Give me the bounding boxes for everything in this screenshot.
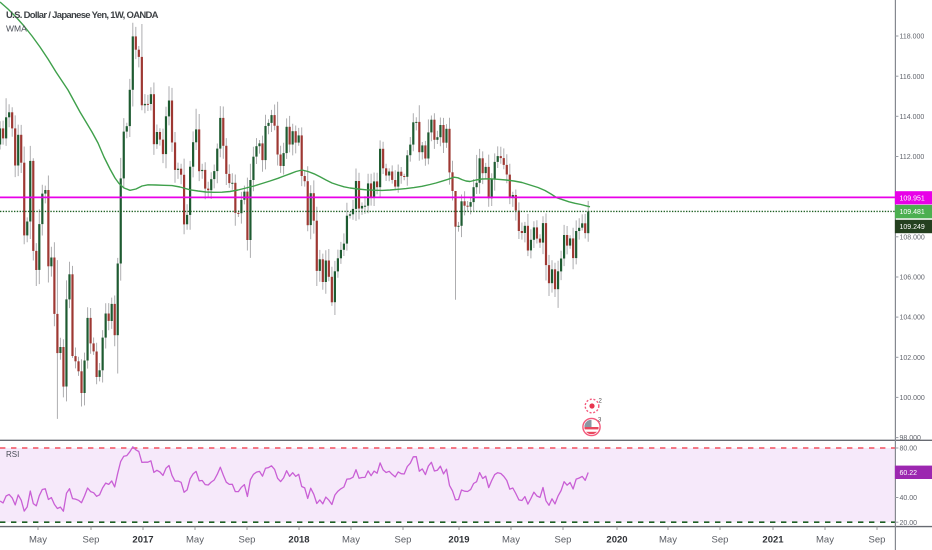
svg-text:Sep: Sep: [712, 535, 729, 546]
svg-text:106.000: 106.000: [900, 275, 925, 282]
svg-text:80.00: 80.00: [900, 446, 918, 453]
svg-text:109.249: 109.249: [900, 224, 925, 231]
svg-text:May: May: [186, 535, 204, 546]
svg-text:60.22: 60.22: [900, 470, 918, 477]
svg-text:Sep: Sep: [869, 535, 886, 546]
svg-text:116.000: 116.000: [900, 74, 925, 81]
svg-text:108.000: 108.000: [900, 234, 925, 241]
svg-text:WMA: WMA: [6, 24, 27, 34]
svg-text:2018: 2018: [288, 535, 309, 546]
svg-text:May: May: [29, 535, 47, 546]
svg-text:2: 2: [599, 399, 603, 405]
svg-text:98.000: 98.000: [900, 435, 922, 442]
svg-text:May: May: [502, 535, 520, 546]
svg-text:May: May: [342, 535, 360, 546]
svg-text:102.000: 102.000: [900, 355, 925, 362]
svg-text:104.000: 104.000: [900, 315, 925, 322]
svg-text:2019: 2019: [448, 535, 469, 546]
svg-text:40.00: 40.00: [900, 495, 918, 502]
svg-text:114.000: 114.000: [900, 114, 925, 121]
svg-text:May: May: [659, 535, 677, 546]
svg-text:Sep: Sep: [395, 535, 412, 546]
svg-text:U.S. Dollar / Japanese Yen, 1W: U.S. Dollar / Japanese Yen, 1W, OANDA: [6, 10, 159, 21]
svg-text:Sep: Sep: [83, 535, 100, 546]
svg-text:May: May: [816, 535, 834, 546]
svg-text:Sep: Sep: [555, 535, 572, 546]
svg-text:20.00: 20.00: [900, 520, 918, 527]
svg-text:109.481: 109.481: [900, 209, 925, 216]
svg-text:112.000: 112.000: [900, 154, 925, 161]
svg-text:2020: 2020: [606, 535, 627, 546]
svg-text:RSI: RSI: [6, 450, 19, 459]
svg-text:118.000: 118.000: [900, 34, 925, 41]
svg-text:2017: 2017: [132, 535, 153, 546]
svg-text:100.000: 100.000: [900, 395, 925, 402]
svg-text:3: 3: [598, 418, 602, 424]
svg-text:2021: 2021: [762, 535, 784, 546]
svg-text:109.951: 109.951: [900, 195, 925, 202]
svg-text:Sep: Sep: [239, 535, 256, 546]
